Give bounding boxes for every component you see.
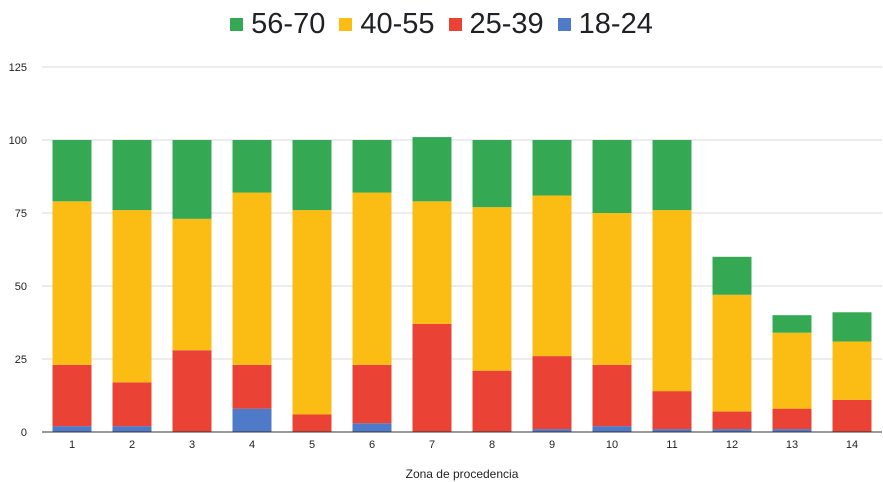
legend-item-25-39[interactable]: 25-39 xyxy=(448,7,544,41)
bar-segment-25-39-zona-9[interactable] xyxy=(532,356,572,430)
bar-segment-25-39-zona-1[interactable] xyxy=(52,364,92,427)
x-tick-label: 10 xyxy=(606,439,618,451)
y-tick-label: 75 xyxy=(15,208,27,220)
bar-segment-18-24-zona-4[interactable] xyxy=(232,408,272,432)
x-tick-label: 5 xyxy=(309,439,315,451)
bar-segment-56-70-zona-1[interactable] xyxy=(52,140,92,202)
bar-segment-40-55-zona-11[interactable] xyxy=(652,210,692,392)
bar-segment-56-70-zona-8[interactable] xyxy=(472,140,512,208)
bar-segment-56-70-zona-14[interactable] xyxy=(832,312,872,342)
x-axis-ticks: 1 2 3 4 5 6 7 8 9 10 11 12 13 14 xyxy=(69,439,858,451)
x-tick-label: 11 xyxy=(666,439,677,451)
bar-segment-25-39-zona-11[interactable] xyxy=(652,391,692,430)
bar-segment-18-24-zona-1[interactable] xyxy=(52,426,92,432)
x-tick-label: 6 xyxy=(369,439,375,451)
bar-segment-40-55-zona-3[interactable] xyxy=(172,218,212,351)
x-tick-label: 9 xyxy=(549,439,555,451)
x-tick-label: 12 xyxy=(726,439,738,451)
bars xyxy=(52,137,872,432)
bar-segment-18-24-zona-10[interactable] xyxy=(592,426,632,432)
x-tick-label: 3 xyxy=(189,439,195,451)
bar-segment-18-24-zona-6[interactable] xyxy=(352,423,392,432)
bar-segment-40-55-zona-2[interactable] xyxy=(112,210,152,383)
x-tick-label: 8 xyxy=(489,439,495,451)
bar-segment-18-24-zona-2[interactable] xyxy=(112,426,152,432)
bar-segment-56-70-zona-11[interactable] xyxy=(652,140,692,211)
bar-segment-18-24-zona-12[interactable] xyxy=(712,429,752,432)
bar-segment-56-70-zona-10[interactable] xyxy=(592,140,632,213)
x-tick-label: 13 xyxy=(786,439,798,451)
bar-segment-25-39-zona-14[interactable] xyxy=(832,399,872,432)
x-tick-label: 14 xyxy=(846,439,858,451)
bar-segment-40-55-zona-8[interactable] xyxy=(472,207,512,371)
bar-segment-18-24-zona-13[interactable] xyxy=(772,429,812,432)
legend-swatch-56-70 xyxy=(230,17,244,31)
bar-segment-25-39-zona-4[interactable] xyxy=(232,364,272,409)
bar-segment-56-70-zona-12[interactable] xyxy=(712,256,752,295)
bar-segment-25-39-zona-10[interactable] xyxy=(592,364,632,427)
y-tick-label: 125 xyxy=(9,62,27,74)
chart-legend: 56-70 40-55 25-39 18-24 xyxy=(0,4,883,44)
legend-item-40-55[interactable]: 40-55 xyxy=(339,7,435,41)
bar-segment-18-24-zona-9[interactable] xyxy=(532,429,572,432)
bar-segment-18-24-zona-11[interactable] xyxy=(652,429,692,432)
legend-swatch-18-24 xyxy=(557,17,571,31)
bar-segment-40-55-zona-6[interactable] xyxy=(352,192,392,365)
legend-label-25-39: 25-39 xyxy=(469,7,544,40)
bar-segment-40-55-zona-7[interactable] xyxy=(412,201,452,324)
bar-segment-40-55-zona-4[interactable] xyxy=(232,192,272,365)
legend-item-56-70[interactable]: 56-70 xyxy=(230,8,325,41)
bar-segment-25-39-zona-6[interactable] xyxy=(352,364,392,424)
bar-segment-40-55-zona-12[interactable] xyxy=(712,294,752,412)
bar-segment-56-70-zona-5[interactable] xyxy=(292,140,332,211)
bar-segment-40-55-zona-10[interactable] xyxy=(592,213,632,365)
gridlines xyxy=(42,66,882,360)
legend-swatch-40-55 xyxy=(339,17,353,31)
x-tick-label: 7 xyxy=(429,439,435,451)
x-tick-label: 4 xyxy=(249,439,255,451)
bar-segment-56-70-zona-9[interactable] xyxy=(532,140,572,196)
bar-segment-25-39-zona-7[interactable] xyxy=(412,323,452,432)
bar-segment-40-55-zona-14[interactable] xyxy=(832,341,872,400)
legend-swatch-25-39 xyxy=(448,17,462,31)
bar-segment-40-55-zona-9[interactable] xyxy=(532,195,572,357)
bar-segment-25-39-zona-5[interactable] xyxy=(292,414,332,432)
bar-segment-56-70-zona-13[interactable] xyxy=(772,315,812,333)
bar-segment-40-55-zona-5[interactable] xyxy=(292,210,332,415)
bar-segment-56-70-zona-7[interactable] xyxy=(412,137,452,202)
legend-label-40-55: 40-55 xyxy=(360,7,435,40)
x-tick-label: 1 xyxy=(69,439,75,451)
bar-segment-25-39-zona-13[interactable] xyxy=(772,408,812,430)
y-tick-label: 25 xyxy=(15,354,27,366)
y-tick-label: 0 xyxy=(21,427,27,439)
bar-segment-40-55-zona-13[interactable] xyxy=(772,332,812,409)
x-tick-label: 2 xyxy=(129,439,135,451)
legend-label-18-24: 18-24 xyxy=(578,7,653,40)
bar-segment-56-70-zona-2[interactable] xyxy=(112,140,152,211)
legend-label-56-70: 56-70 xyxy=(251,7,326,40)
bar-segment-56-70-zona-6[interactable] xyxy=(352,140,392,193)
bar-segment-40-55-zona-1[interactable] xyxy=(52,201,92,365)
bar-segment-56-70-zona-4[interactable] xyxy=(232,140,272,193)
legend-item-18-24[interactable]: 18-24 xyxy=(557,7,653,41)
bar-segment-25-39-zona-2[interactable] xyxy=(112,382,152,427)
y-tick-label: 50 xyxy=(15,281,27,293)
bar-segment-25-39-zona-8[interactable] xyxy=(472,370,512,432)
bar-segment-25-39-zona-3[interactable] xyxy=(172,350,212,432)
bar-segment-56-70-zona-3[interactable] xyxy=(172,140,212,219)
y-tick-label: 100 xyxy=(9,135,27,147)
x-axis-label: Zona de procedencia xyxy=(406,467,519,481)
bar-segment-25-39-zona-12[interactable] xyxy=(712,411,752,430)
y-axis-ticks: 0 25 50 75 100 125 xyxy=(9,62,27,439)
